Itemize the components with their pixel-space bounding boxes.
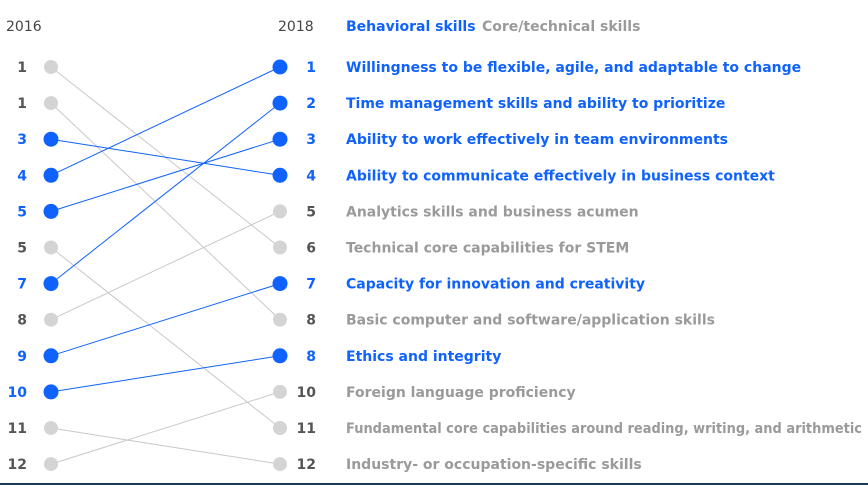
connection-line [50,391,281,465]
left-rank-label: 9 [17,349,27,365]
right-rank-dot [272,95,288,111]
right-rank-dot [273,421,287,435]
left-rank-label: 10 [8,385,28,401]
right-rank-dot [273,240,287,255]
skill-label: Analytics skills and business acumen [346,204,639,220]
right-rank-dot [273,384,287,399]
skill-label: Time management skills and ability to pr… [346,96,725,112]
right-rank-label: 5 [306,204,316,220]
skill-label: Ability to work effectively in team envi… [346,132,728,148]
right-rank-label: 2 [306,96,316,112]
left-rank-label: 5 [17,241,27,257]
left-rank-dot [43,276,59,292]
left-rank-label: 12 [8,457,27,473]
right-rank-label: 4 [306,168,316,184]
connection-line [50,210,281,321]
legend-behavioral-skills[interactable]: Behavioral skills [346,19,476,35]
left-rank-dot [44,312,58,327]
right-rank-dot [273,312,287,327]
connection-line [50,102,281,284]
left-rank-dot [44,96,58,111]
left-rank-dot [44,60,58,74]
skill-label: Basic computer and software/application … [346,313,715,329]
right-rank-label: 8 [306,349,316,365]
skill-label: Industry- or occupation-specific skills [346,457,642,473]
left-rank-label: 4 [17,168,27,184]
left-rank-dot [44,421,58,435]
connection-line [50,283,281,357]
legend-core-technical-skills[interactable]: Core/technical skills [482,19,640,35]
left-rank-label: 1 [17,96,27,112]
connection-line [50,66,281,176]
connection-line [50,102,281,321]
right-rank-label: 11 [297,421,316,437]
left-rank-dot [43,203,59,219]
connection-line [50,355,281,393]
right-rank-label: 3 [306,132,316,148]
left-rank-label: 1 [17,60,27,76]
left-rank-dot [43,384,59,400]
left-rank-label: 7 [17,277,27,293]
right-rank-dot [272,131,288,147]
connection-lines [50,66,281,465]
left-rank-dot [43,167,59,183]
right-rank-dot [273,457,287,472]
left-column-label: 2016 [6,19,42,35]
left-rank-dot [43,131,59,147]
skill-label: Willingness to be flexible, agile, and a… [346,60,801,76]
connection-line [50,427,281,465]
left-rank-dot [44,240,58,255]
skill-label: Ethics and integrity [346,349,501,365]
connection-line [50,138,281,176]
right-rank-label: 8 [306,313,316,329]
left-rank-dot [43,348,59,364]
connection-line [50,247,281,429]
right-rank-dot [272,167,288,183]
left-rank-label: 3 [17,132,27,148]
left-rank-label: 8 [17,313,27,329]
right-rank-label: 7 [306,277,316,293]
skill-label: Ability to communicate effectively in bu… [346,168,775,184]
bottom-rule [0,483,868,485]
skill-label: Technical core capabilities for STEM [346,241,629,257]
skill-label: Fundamental core capabilities around rea… [346,421,862,437]
right-rank-dot [272,276,288,292]
right-rank-dot [272,348,288,364]
left-rank-dot [44,457,58,472]
right-rank-dot [273,204,287,219]
connection-line [50,138,281,212]
right-rank-label: 1 [306,60,316,76]
left-rank-label: 5 [17,204,27,220]
right-rank-label: 10 [297,385,317,401]
skill-label: Foreign language proficiency [346,385,576,401]
right-rank-label: 6 [306,241,316,257]
left-rank-label: 11 [8,421,27,437]
right-rank-dot [272,59,288,75]
right-rank-label: 12 [297,457,316,473]
skill-label: Capacity for innovation and creativity [346,277,645,293]
rank-dots [43,59,288,472]
right-column-label: 2018 [278,19,314,35]
